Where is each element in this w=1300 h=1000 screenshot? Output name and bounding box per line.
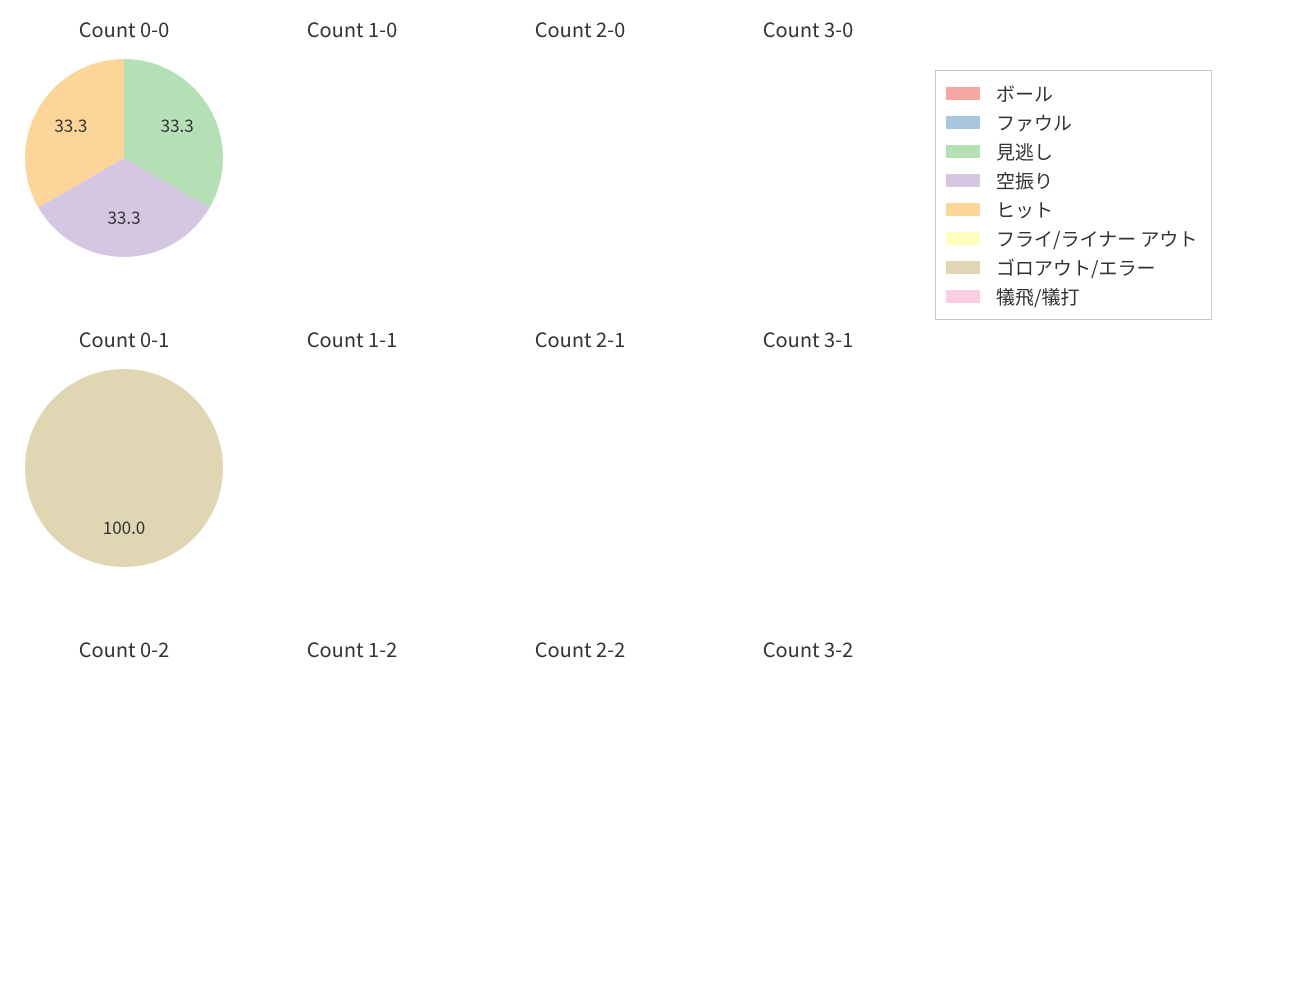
- pie-wrap: 100.0: [10, 367, 238, 595]
- pie-wrap: [694, 677, 922, 905]
- legend-item-ground_err: ゴロアウト/エラー: [946, 253, 1197, 282]
- panel-title: Count 3-0: [694, 14, 922, 43]
- legend-swatch: [946, 290, 980, 303]
- panel-title: Count 2-0: [466, 14, 694, 43]
- pie-chart: [479, 57, 681, 259]
- panel-title: Count 1-1: [238, 324, 466, 353]
- panel-count-0-0: Count 0-0 33.3 33.3 33.3: [10, 2, 238, 312]
- legend-swatch: [946, 203, 980, 216]
- panel-title: Count 3-2: [694, 634, 922, 663]
- pie-chart: [479, 677, 681, 879]
- legend-label: フライ/ライナー アウト: [996, 225, 1197, 252]
- chart-canvas: Count 0-033.333.333.3Count 1-0Count 2-0C…: [0, 0, 1300, 1000]
- legend-item-ball: ボール: [946, 79, 1197, 108]
- panel-title: Count 3-1: [694, 324, 922, 353]
- pie-wrap: [10, 677, 238, 905]
- legend-swatch: [946, 145, 980, 158]
- panel-title: Count 0-1: [10, 324, 238, 353]
- legend-label: ゴロアウト/エラー: [996, 254, 1155, 281]
- pie-chart: [707, 367, 909, 569]
- legend-swatch: [946, 232, 980, 245]
- legend-label: ファウル: [996, 109, 1072, 136]
- panel-count-2-1: Count 2-1: [466, 312, 694, 622]
- pie-wrap: [238, 677, 466, 905]
- panel-title: Count 0-0: [10, 14, 238, 43]
- pie-chart: [707, 677, 909, 879]
- panel-title: Count 1-0: [238, 14, 466, 43]
- panel-count-1-0: Count 1-0: [238, 2, 466, 312]
- pie-chart: [479, 367, 681, 569]
- pie-slice-label: 33.3: [161, 112, 194, 137]
- legend-item-looking: 見逃し: [946, 137, 1197, 166]
- legend-label: 見逃し: [996, 138, 1053, 165]
- panel-title: Count 1-2: [238, 634, 466, 663]
- legend-item-foul: ファウル: [946, 108, 1197, 137]
- legend-swatch: [946, 116, 980, 129]
- panel-count-1-1: Count 1-1: [238, 312, 466, 622]
- legend-item-fly_liner: フライ/ライナー アウト: [946, 224, 1197, 253]
- pie-wrap: [466, 367, 694, 595]
- legend-label: 犠飛/犠打: [996, 283, 1079, 310]
- legend-item-sac: 犠飛/犠打: [946, 282, 1197, 311]
- legend: ボールファウル見逃し空振りヒットフライ/ライナー アウトゴロアウト/エラー犠飛/…: [935, 70, 1212, 320]
- panel-count-3-0: Count 3-0: [694, 2, 922, 312]
- pie-slice-label: 33.3: [54, 112, 87, 137]
- pie-chart: [707, 57, 909, 259]
- pie-chart: 100.0: [23, 367, 225, 569]
- panel-title: Count 2-1: [466, 324, 694, 353]
- panel-title: Count 2-2: [466, 634, 694, 663]
- pie-chart: 33.3 33.3 33.3: [23, 57, 225, 259]
- pie-slice-label: 100.0: [103, 514, 145, 539]
- panel-count-0-2: Count 0-2: [10, 622, 238, 932]
- pie-wrap: [466, 57, 694, 285]
- legend-label: ボール: [996, 80, 1053, 107]
- pie-slice-label: 33.3: [107, 204, 140, 229]
- legend-item-swinging: 空振り: [946, 166, 1197, 195]
- pie-chart: [251, 367, 453, 569]
- pie-wrap: [238, 367, 466, 595]
- legend-label: 空振り: [996, 167, 1053, 194]
- legend-label: ヒット: [996, 196, 1053, 223]
- panel-count-2-2: Count 2-2: [466, 622, 694, 932]
- legend-swatch: [946, 261, 980, 274]
- legend-item-hit: ヒット: [946, 195, 1197, 224]
- legend-swatch: [946, 87, 980, 100]
- pie-wrap: [694, 367, 922, 595]
- pie-chart: [251, 677, 453, 879]
- pie-wrap: 33.3 33.3 33.3: [10, 57, 238, 285]
- panel-count-1-2: Count 1-2: [238, 622, 466, 932]
- panel-count-2-0: Count 2-0: [466, 2, 694, 312]
- pie-wrap: [238, 57, 466, 285]
- panel-count-0-1: Count 0-1 100.0: [10, 312, 238, 622]
- pie-chart: [251, 57, 453, 259]
- panel-count-3-1: Count 3-1: [694, 312, 922, 622]
- pie-wrap: [466, 677, 694, 905]
- panel-count-3-2: Count 3-2: [694, 622, 922, 932]
- pie-chart: [23, 677, 225, 879]
- pie-wrap: [694, 57, 922, 285]
- panel-title: Count 0-2: [10, 634, 238, 663]
- legend-swatch: [946, 174, 980, 187]
